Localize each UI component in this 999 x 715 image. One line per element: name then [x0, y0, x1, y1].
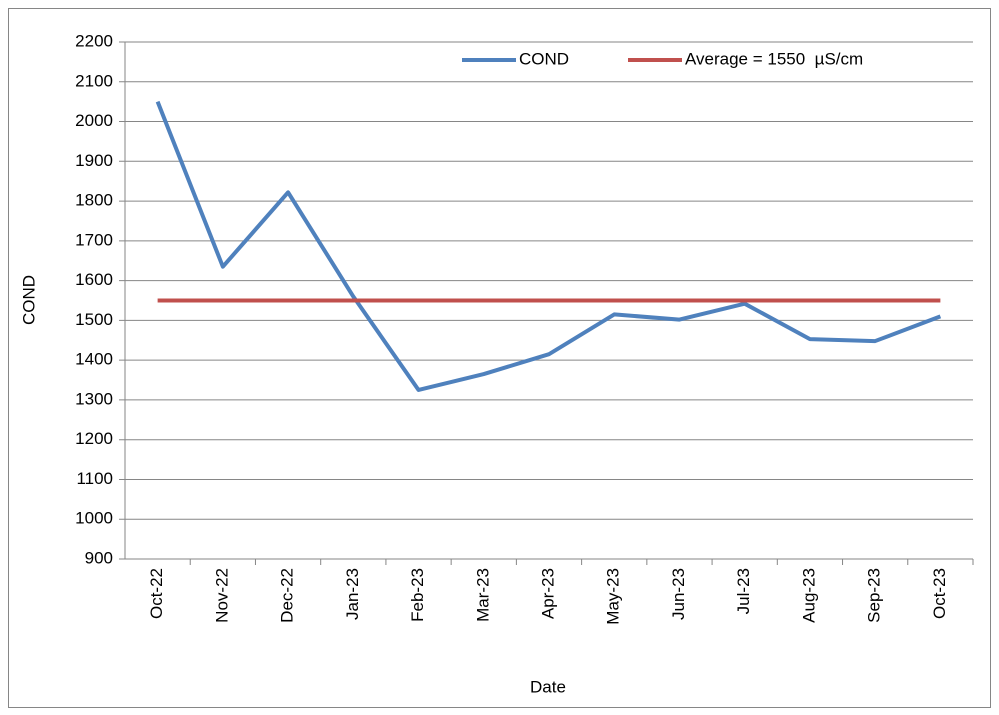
data-line [155, 100, 942, 392]
x-tick-label: Dec-22 [278, 568, 297, 623]
y-tick-label: 900 [85, 548, 113, 567]
x-tick-label: Apr-23 [538, 568, 557, 619]
x-tick-label: May-23 [604, 568, 623, 625]
y-tick-label: 1500 [75, 310, 113, 329]
y-tick-label: 1900 [75, 151, 113, 170]
y-tick-label: 1800 [75, 191, 113, 210]
x-tick-label: Mar-23 [473, 568, 492, 622]
y-tick-label: 2200 [75, 31, 113, 50]
y-tick-label: 1600 [75, 270, 113, 289]
y-tick-label: 2000 [75, 111, 113, 130]
y-tick-label: 1300 [75, 389, 113, 408]
y-tick-label: 1100 [76, 469, 113, 488]
legend-label: COND [519, 49, 569, 68]
x-tick-label: Jun-23 [669, 568, 688, 620]
x-tick-label: Jul-23 [734, 568, 753, 614]
y-tick-label: 1400 [75, 350, 113, 369]
x-tick-label: Oct-22 [147, 568, 166, 619]
x-axis-title: Date [530, 677, 566, 696]
x-tick-label: Oct-23 [930, 568, 949, 619]
y-tick-label: 1000 [75, 509, 113, 528]
y-tick-label: 1200 [75, 429, 113, 448]
chart-frame [8, 8, 991, 708]
x-tick-label: Sep-23 [865, 568, 884, 623]
y-tick-label: 1700 [75, 230, 113, 249]
y-tick-label: 2100 [75, 71, 113, 90]
y-axis-title: COND [19, 275, 38, 325]
x-tick-label: Nov-22 [212, 568, 231, 623]
legend-label: Average = 1550 µS/cm [685, 49, 863, 68]
x-tick-label: Feb-23 [408, 568, 427, 622]
x-tick-label: Aug-23 [799, 568, 818, 623]
x-tick-label: Jan-23 [343, 568, 362, 620]
